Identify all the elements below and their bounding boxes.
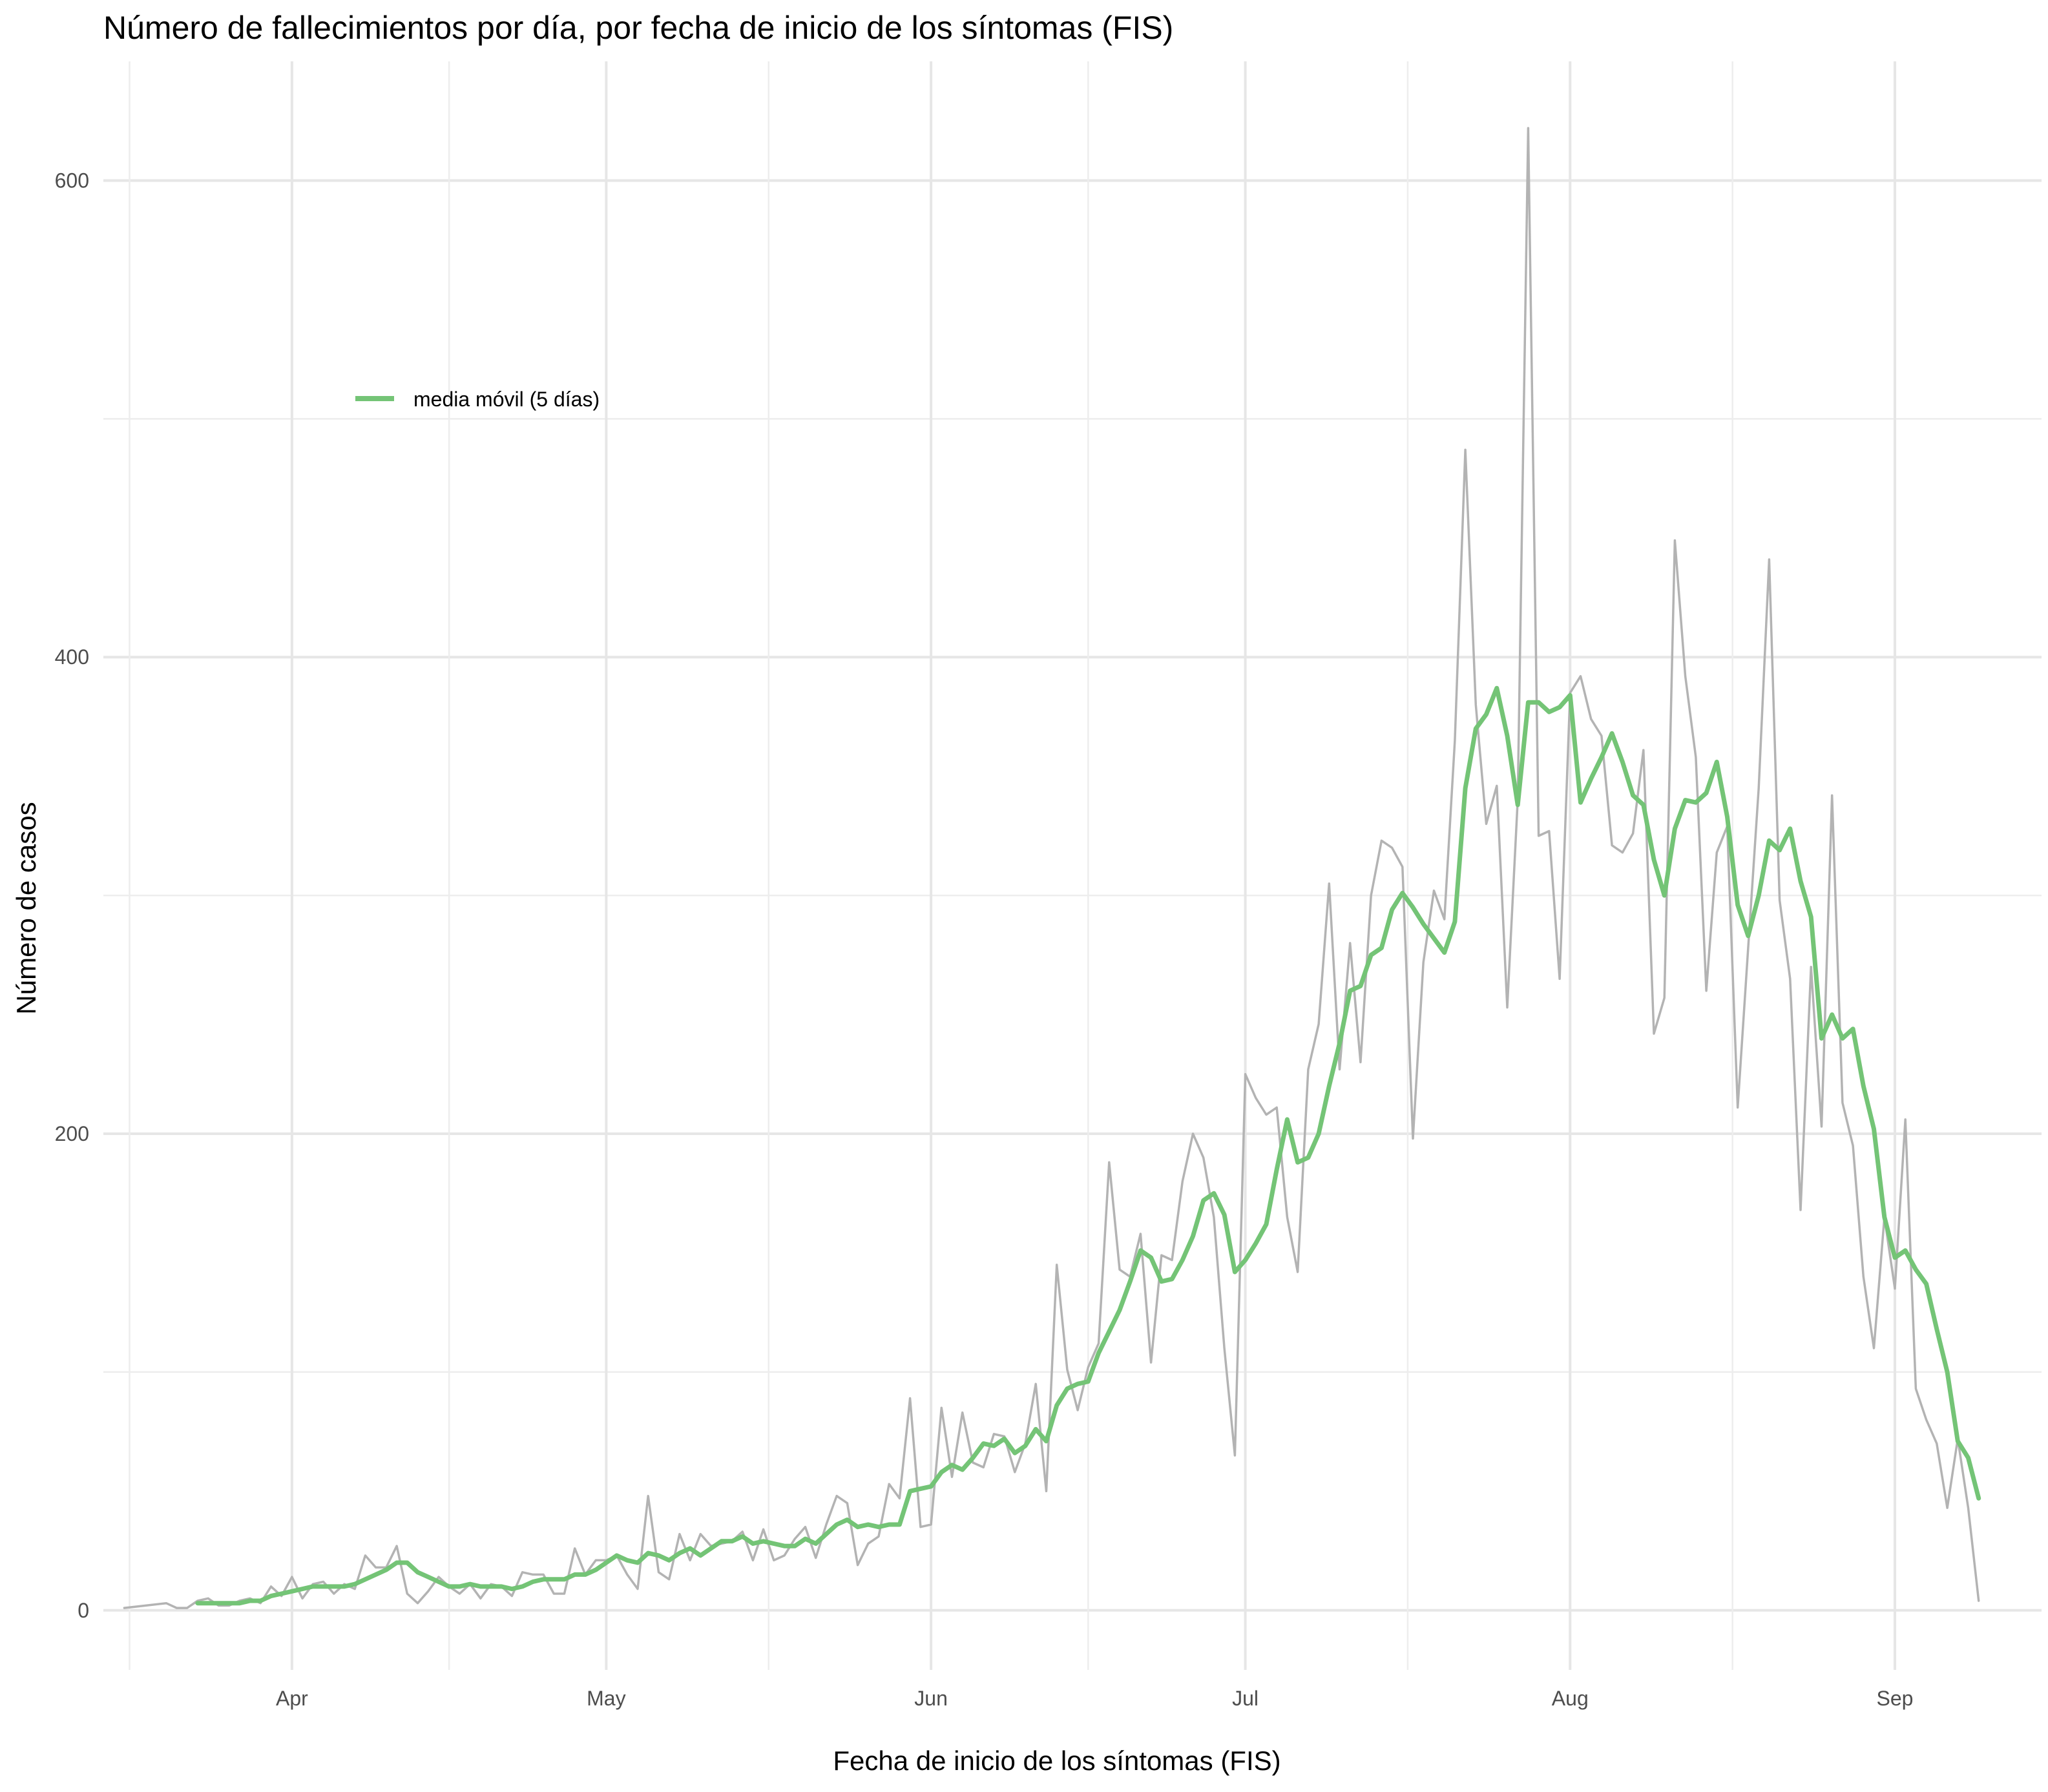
y-tick-label: 600 [55,169,89,192]
daily-deaths-line [123,127,1980,1609]
y-tick-label: 200 [55,1122,89,1145]
x-tick-label: May [587,1687,625,1710]
x-tick-label: Sep [1877,1687,1914,1710]
x-axis-title: Fecha de inicio de los síntomas (FIS) [833,1745,1280,1776]
grid-lines [103,61,2042,1670]
y-axis-title: Número de casos [11,802,41,1014]
x-axis-ticks: Apr May Jun Jul Aug Sep [276,1687,1913,1710]
x-tick-label: Aug [1552,1687,1589,1710]
x-tick-label: Apr [276,1687,308,1710]
x-tick-label: Jul [1232,1687,1259,1710]
chart-title: Número de fallecimientos por día, por fe… [103,10,1173,46]
legend: media móvil (5 días) [355,388,600,411]
y-axis-ticks: 0 200 400 600 [55,169,89,1621]
plot-series [123,127,1981,1609]
moving-average-line [195,685,1981,1606]
x-tick-label: Jun [914,1687,948,1710]
y-tick-label: 0 [78,1599,89,1622]
legend-label: media móvil (5 días) [413,388,600,411]
y-tick-label: 400 [55,645,89,669]
